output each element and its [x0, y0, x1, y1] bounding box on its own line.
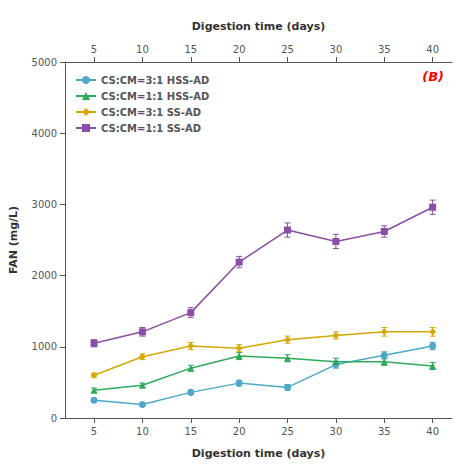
- svg-text:40: 40: [426, 44, 439, 55]
- svg-text:35: 35: [378, 44, 391, 55]
- svg-text:CS:CM=3:1 SS-AD: CS:CM=3:1 SS-AD: [101, 107, 201, 118]
- svg-text:1000: 1000: [32, 341, 57, 352]
- svg-text:10: 10: [136, 44, 149, 55]
- svg-text:10: 10: [136, 426, 149, 437]
- svg-text:5000: 5000: [32, 57, 57, 68]
- svg-text:CS:CM=1:1 SS-AD: CS:CM=1:1 SS-AD: [101, 123, 201, 134]
- svg-text:15: 15: [184, 426, 197, 437]
- svg-text:(B): (B): [422, 69, 444, 84]
- svg-text:25: 25: [281, 426, 294, 437]
- svg-text:30: 30: [330, 426, 343, 437]
- svg-text:40: 40: [426, 426, 439, 437]
- svg-text:5: 5: [91, 44, 97, 55]
- svg-text:25: 25: [281, 44, 294, 55]
- svg-text:15: 15: [184, 44, 197, 55]
- svg-text:Digestion time (days): Digestion time (days): [192, 20, 326, 33]
- svg-text:5: 5: [91, 426, 97, 437]
- svg-text:CS:CM=3:1 HSS-AD: CS:CM=3:1 HSS-AD: [101, 75, 209, 86]
- svg-text:20: 20: [233, 44, 246, 55]
- svg-text:20: 20: [233, 426, 246, 437]
- svg-text:3000: 3000: [32, 199, 57, 210]
- svg-text:0: 0: [51, 413, 57, 424]
- svg-text:35: 35: [378, 426, 391, 437]
- svg-text:CS:CM=1:1 HSS-AD: CS:CM=1:1 HSS-AD: [101, 91, 209, 102]
- svg-text:4000: 4000: [32, 128, 57, 139]
- svg-text:2000: 2000: [32, 270, 57, 281]
- svg-text:FAN (mg/L): FAN (mg/L): [7, 206, 20, 274]
- svg-text:30: 30: [330, 44, 343, 55]
- svg-text:Digestion time (days): Digestion time (days): [192, 447, 326, 460]
